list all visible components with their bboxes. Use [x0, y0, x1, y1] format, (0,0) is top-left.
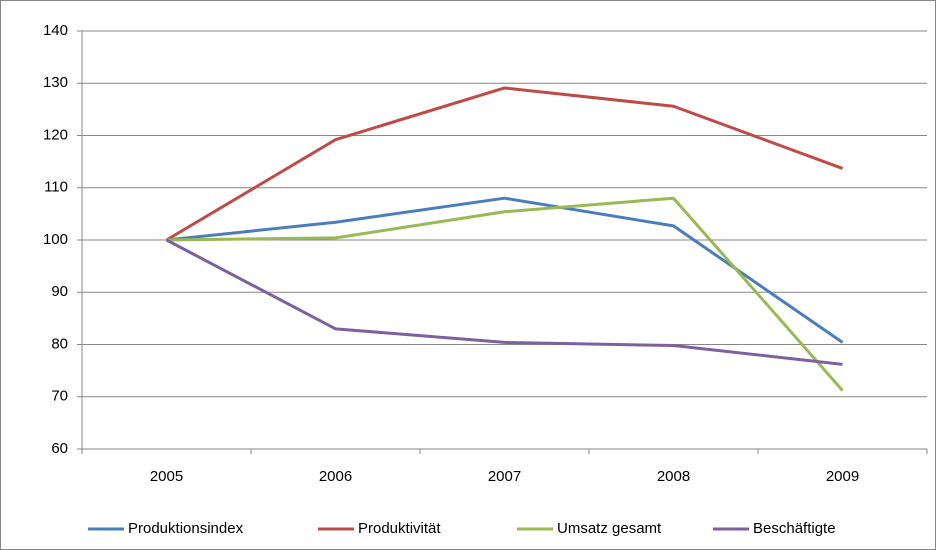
y-tick-label: 60 — [51, 440, 68, 457]
legend-label: Umsatz gesamt — [557, 520, 662, 537]
legend-label: Produktivität — [358, 520, 441, 537]
y-tick-label: 100 — [43, 231, 68, 248]
series-line — [166, 196, 844, 392]
y-tick-label: 120 — [43, 126, 68, 143]
series-line — [165, 86, 844, 242]
series-line — [165, 238, 843, 366]
y-tick-label: 140 — [43, 22, 68, 39]
x-tick-label: 2008 — [657, 468, 690, 485]
x-tick-label: 2007 — [488, 468, 521, 485]
y-tick-label: 130 — [43, 74, 68, 91]
legend-label: Beschäftigte — [753, 520, 836, 537]
series-line — [166, 196, 844, 344]
legend-label: Produktionsindex — [128, 520, 244, 537]
y-tick-label: 90 — [51, 283, 68, 300]
x-tick-label: 2006 — [319, 468, 352, 485]
y-tick-label: 80 — [51, 335, 68, 352]
x-tick-label: 2005 — [150, 468, 183, 485]
x-tick-label: 2009 — [826, 468, 859, 485]
y-tick-label: 110 — [44, 179, 68, 196]
y-tick-label: 70 — [51, 388, 68, 405]
